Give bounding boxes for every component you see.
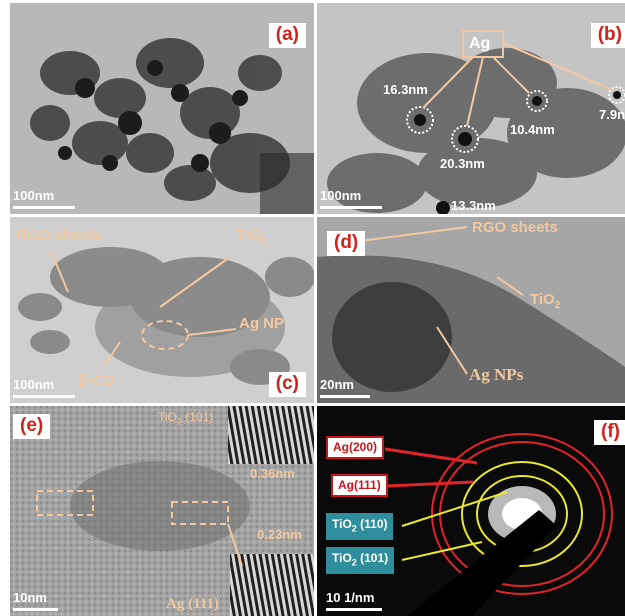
rgo-sheets-label: RGO sheets [16, 227, 102, 244]
ag-111-fringe-label: Ag (111) [166, 596, 219, 612]
tio2-label-d: TiO2 [530, 291, 560, 311]
scale-bar-d [320, 395, 370, 398]
tio101-plane: (101) [356, 551, 389, 565]
fringe-top-sub: 2 [176, 416, 182, 427]
scale-bar-label-e: 10nm [13, 590, 47, 605]
ring-label-ag111: Ag(111) [331, 474, 388, 497]
size-label-16: 16.3nm [383, 82, 428, 97]
panel-e: (e) TiO2 (101) 0.36nm 0.23nm Ag (111) 10… [10, 406, 314, 616]
size-label-20: 20.3nm [440, 156, 485, 171]
panel-c: RGO sheets TiO2 Ag NP β-CD (c) 100nm [10, 217, 314, 403]
tem-image-c [10, 217, 314, 403]
fringe-top-text: TiO [158, 410, 177, 424]
fringe-top-plane: (101) [181, 410, 214, 424]
ring-label-tio2-110: TiO2 (110) [326, 513, 394, 541]
scale-bar-c [13, 395, 75, 398]
hrtem-image-e [10, 406, 314, 616]
tio2-text: TiO [236, 227, 261, 244]
tio2-label-c: TiO2 [236, 227, 266, 247]
panel-d-label: (d) [327, 231, 366, 256]
panel-a-label: (a) [268, 23, 306, 48]
tio110-sub: 2 [351, 523, 357, 534]
size-label-13: 13.3nm [451, 198, 496, 213]
tio110-plane: (110) [356, 517, 388, 531]
ring-label-tio2-101: TiO2 (101) [326, 547, 395, 575]
panel-e-label: (e) [13, 414, 51, 439]
scale-bar-label-f: 10 1/nm [326, 590, 375, 605]
ag-nps-label: Ag NPs [469, 365, 524, 384]
tem-image-d [317, 217, 625, 403]
size-label-7: 7.9nm [599, 107, 625, 122]
panel-f: (f) Ag(200) Ag(111) TiO2 (110) TiO2 (101… [317, 406, 625, 616]
ring-label-ag200: Ag(200) [326, 436, 385, 459]
tio110-text: TiO [332, 517, 352, 531]
panel-b: (b) Ag 16.3nm 10.4nm 7.9nm 20.3nm 13.3nm… [317, 3, 625, 214]
panel-c-label: (c) [268, 372, 306, 397]
tio101-text: TiO [332, 551, 352, 565]
size-label-10: 10.4nm [510, 122, 555, 137]
ag-np-label: Ag NP [239, 315, 284, 332]
scale-bar-label-b: 100nm [320, 188, 362, 203]
tio101-sub: 2 [351, 557, 357, 568]
scale-bar-b [320, 206, 382, 209]
tio2-subscript-d: 2 [554, 300, 561, 311]
scale-bar-label-a: 100nm [13, 188, 55, 203]
panel-a: (a) 100nm [10, 3, 314, 214]
tem-image-b [317, 3, 625, 214]
tio2-text-d: TiO [530, 291, 555, 308]
tio2-subscript: 2 [260, 236, 267, 247]
tio2-101-fringe-label: TiO2 (101) [158, 410, 213, 426]
ag-label: Ag [469, 35, 491, 52]
d-spacing-023: 0.23nm [257, 527, 302, 542]
d-spacing-036: 0.36nm [250, 466, 295, 481]
panel-b-label: (b) [590, 23, 625, 48]
scale-bar-label-c: 100nm [13, 377, 55, 392]
beta-cd-label: β-CD [79, 372, 115, 389]
tem-image-a [10, 3, 314, 214]
panel-f-label: (f) [594, 420, 625, 445]
scale-bar-a [13, 206, 75, 209]
rgo-sheets-label-d: RGO sheets [472, 219, 558, 236]
saed-pattern-f [317, 406, 625, 616]
scale-bar-label-d: 20nm [320, 377, 354, 392]
scale-bar-f [326, 608, 382, 611]
panel-d: (d) RGO sheets TiO2 Ag NPs 20nm [317, 217, 625, 403]
scale-bar-e [13, 608, 58, 611]
